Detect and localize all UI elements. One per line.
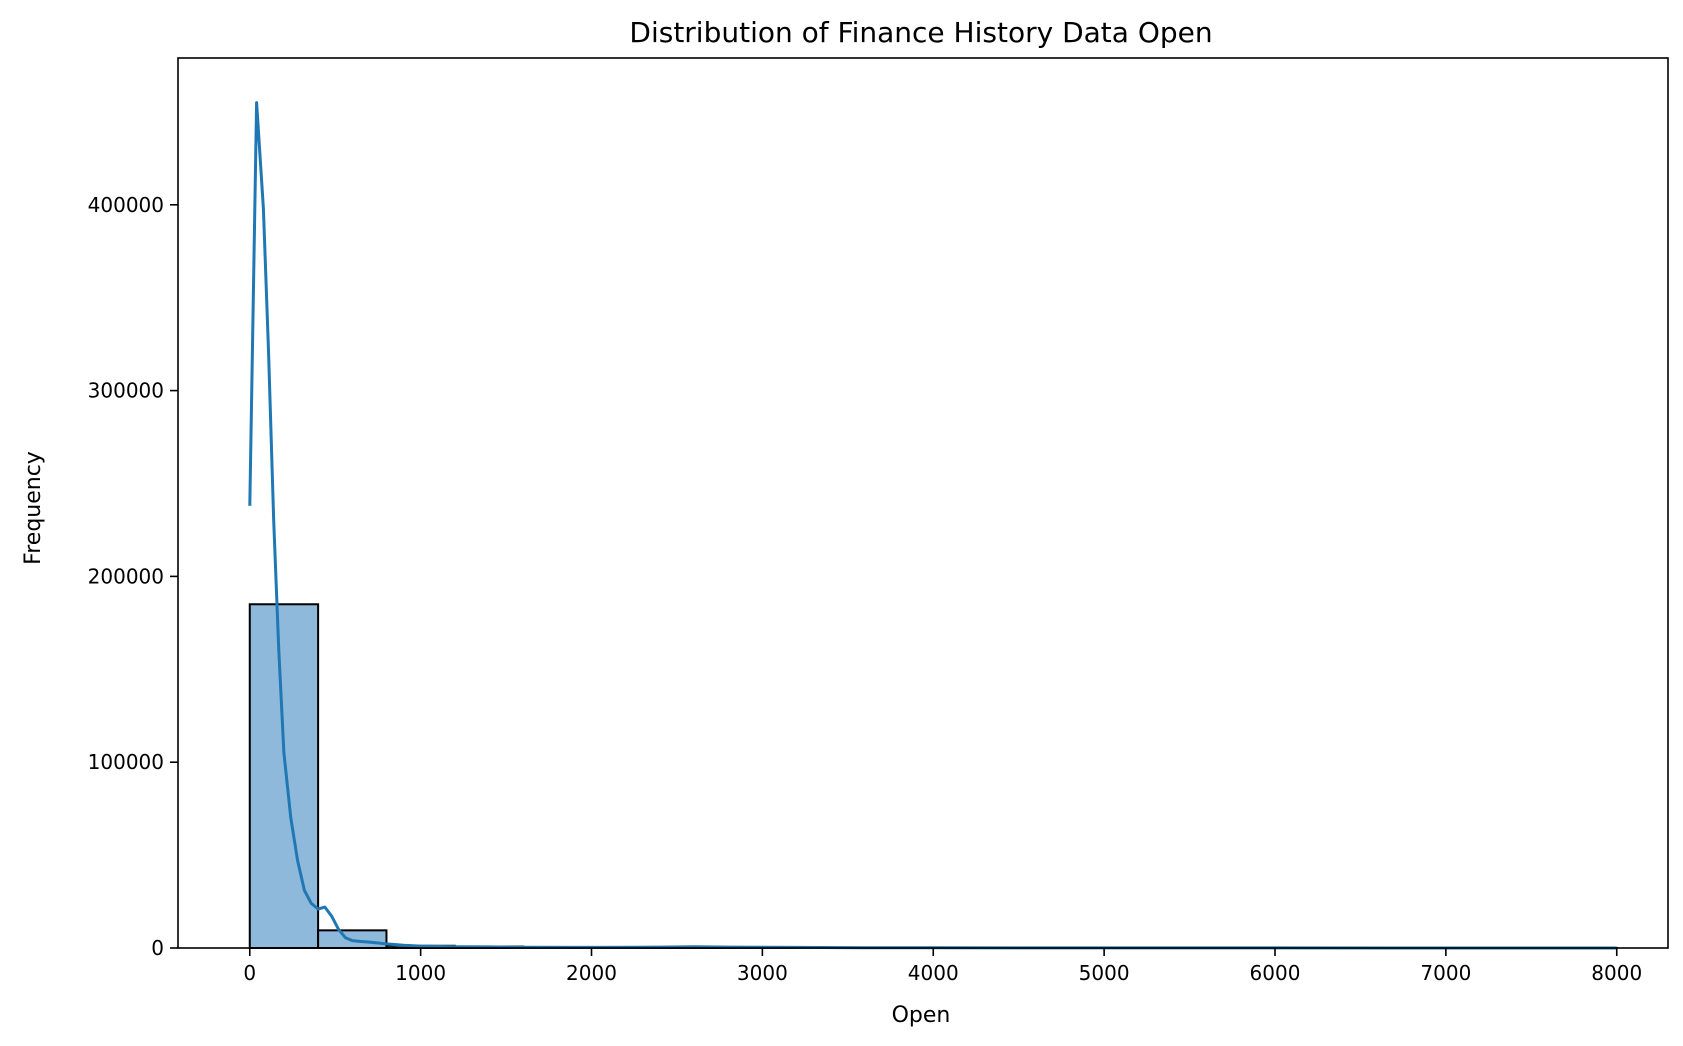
y-tick-label: 400000 [88, 193, 164, 217]
x-tick-label: 0 [243, 961, 256, 985]
x-tick-label: 7000 [1420, 961, 1471, 985]
y-tick-label: 100000 [88, 750, 164, 774]
y-axis-label: Frequency [21, 451, 46, 565]
x-tick-label: 6000 [1250, 961, 1301, 985]
plot-frame [177, 57, 1669, 949]
x-tick-label: 8000 [1591, 961, 1642, 985]
y-tick-label: 300000 [88, 379, 164, 403]
y-axis: 0 100000 200000 300000 400000 [88, 193, 178, 960]
x-axis-label: Open [892, 1003, 951, 1028]
x-axis: 0 1000 2000 3000 4000 5000 6000 7000 8000 [243, 948, 1642, 985]
chart-title: Distribution of Finance History Data Ope… [629, 16, 1212, 49]
y-tick-label: 0 [151, 936, 164, 960]
x-tick-label: 3000 [737, 961, 788, 985]
histogram-bar [248, 603, 320, 949]
y-tick-label: 200000 [88, 564, 164, 588]
x-tick-label: 2000 [566, 961, 617, 985]
x-tick-label: 1000 [395, 961, 446, 985]
x-tick-label: 5000 [1079, 961, 1130, 985]
x-tick-label: 4000 [908, 961, 959, 985]
